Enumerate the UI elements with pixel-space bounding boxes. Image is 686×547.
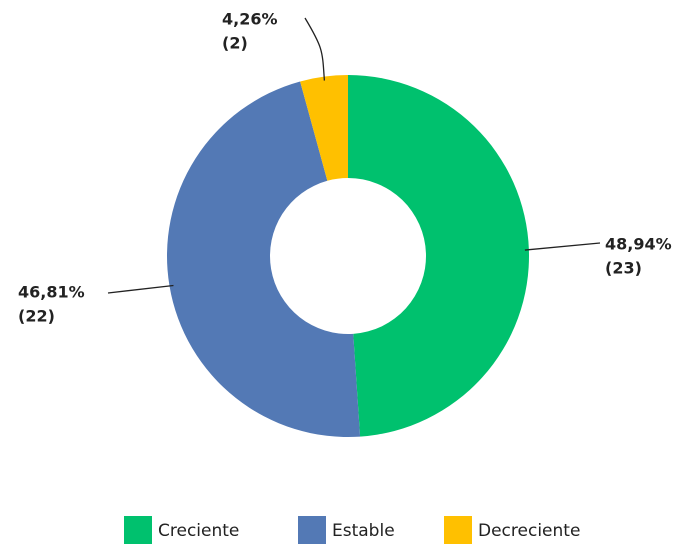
- legend-swatch: [124, 516, 152, 544]
- value-label: 48,94%: [605, 235, 672, 254]
- legend-label: Creciente: [158, 521, 239, 541]
- legend-swatch: [444, 516, 472, 544]
- slice: [166, 81, 361, 438]
- legend-label: Decreciente: [478, 521, 580, 541]
- count-label: (2): [222, 34, 248, 53]
- value-label: 4,26%: [222, 10, 278, 29]
- leader-line: [304, 17, 326, 81]
- legend-swatch: [298, 516, 326, 544]
- leader-line: [107, 284, 174, 294]
- leader-line: [524, 242, 601, 251]
- count-label: (22): [18, 307, 55, 326]
- slice: [348, 75, 530, 437]
- count-label: (23): [605, 259, 642, 278]
- legend-label: Estable: [332, 521, 395, 541]
- value-label: 46,81%: [18, 283, 85, 302]
- slice: [300, 75, 348, 181]
